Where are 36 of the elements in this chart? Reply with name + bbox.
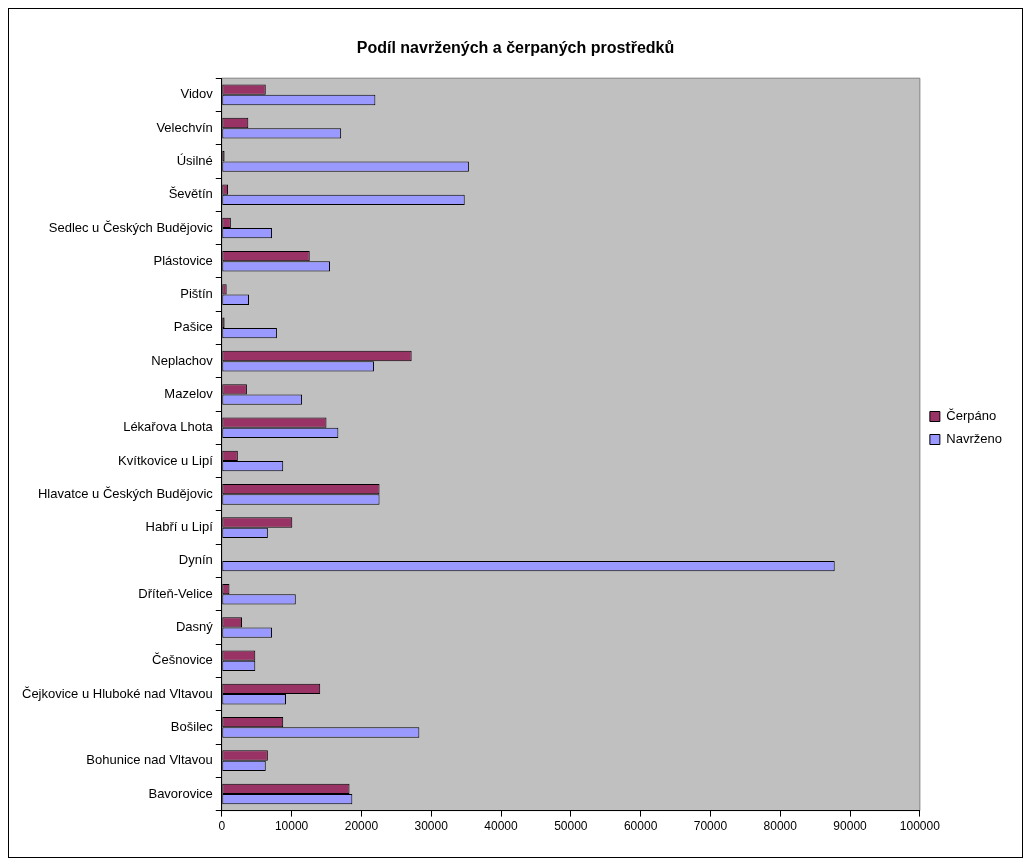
x-tick-label: 10000 (274, 819, 309, 834)
x-tick-label: 90000 (833, 819, 868, 834)
y-tick-label: Pašice (173, 319, 213, 335)
legend-label: Navrženo (946, 431, 1002, 447)
y-tick-label: Hlavatce u Českých Budějovic (37, 485, 214, 501)
y-tick-label: Dříteň-Velice (138, 585, 213, 601)
x-tick-label: 0 (218, 819, 226, 834)
y-tick-label: Velechvín (156, 119, 213, 135)
x-tick-label: 70000 (693, 819, 728, 834)
y-tick-label: Sedlec u Českých Budějovic (48, 219, 214, 235)
y-tick-label: Plástovice (153, 252, 213, 268)
y-tick-label: Vidov (180, 86, 214, 102)
x-tick-label: 50000 (554, 819, 588, 834)
chart-title: Podíl navržených a čerpaných prostředků (356, 39, 675, 57)
x-tick-label: 20000 (344, 819, 379, 834)
y-tick-label: Bohunice nad Vltavou (86, 752, 213, 768)
y-tick-label: Neplachov (151, 352, 214, 368)
y-tick-label: Habří u Lipí (145, 519, 214, 535)
x-tick-label: 100000 (899, 819, 941, 834)
y-tick-label: Bošilec (170, 718, 214, 734)
y-tick-label: Češnovice (152, 652, 213, 668)
y-tick-label: Bavorovice (148, 785, 213, 801)
y-tick-label: Dasný (175, 619, 214, 635)
y-tick-label: Pištín (180, 286, 213, 302)
y-tick-label: Mazelov (164, 386, 214, 402)
y-tick-label: Ševětín (168, 186, 213, 202)
x-tick-label: 40000 (484, 819, 519, 834)
y-tick-label: Lékařova Lhota (123, 419, 214, 435)
y-tick-label: Čejkovice u Hluboké nad Vltavou (22, 685, 213, 701)
legend-label: Čerpáno (946, 408, 997, 424)
y-tick-label: Kvítkovice u Lipí (118, 452, 214, 468)
y-tick-label: Úsilné (176, 153, 213, 169)
x-tick-label: 80000 (763, 819, 798, 834)
y-tick-label: Dynín (178, 552, 213, 568)
x-tick-label: 60000 (623, 819, 658, 834)
x-tick-label: 30000 (414, 819, 449, 834)
